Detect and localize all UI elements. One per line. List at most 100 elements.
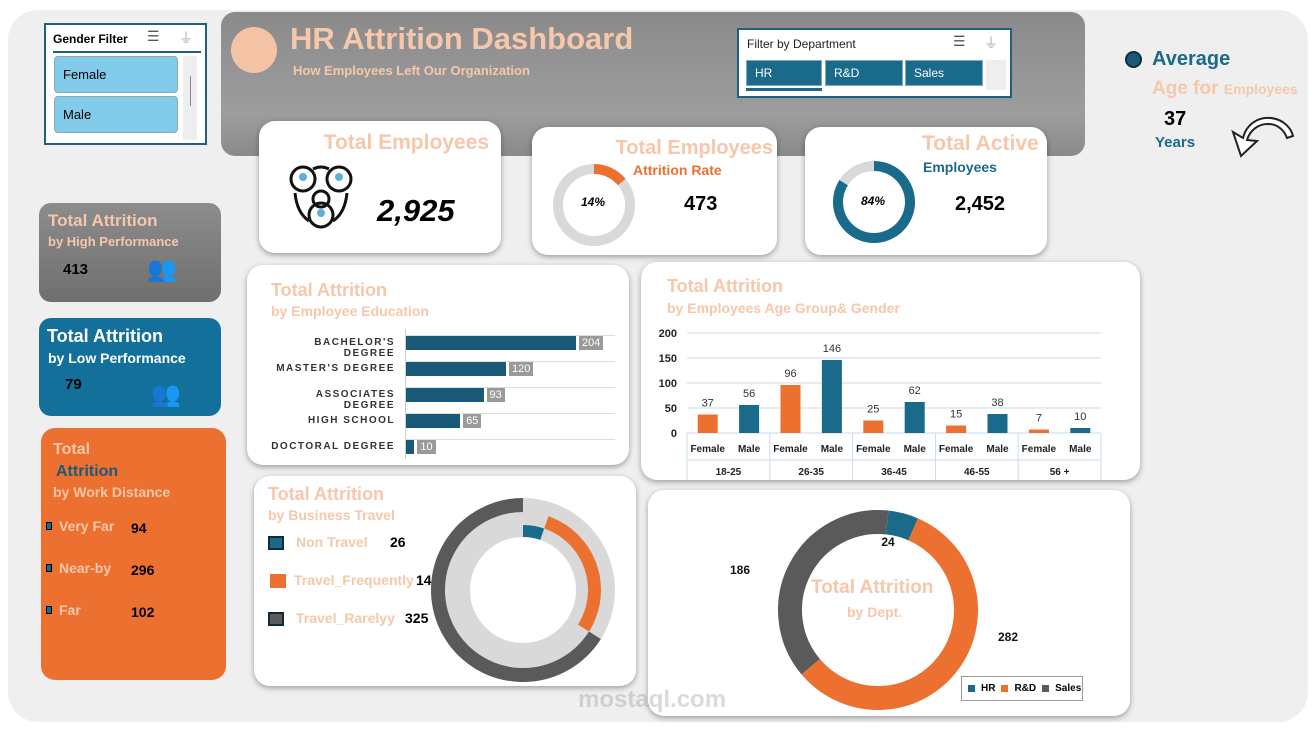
gender-label: Female — [856, 444, 891, 455]
card-title: Attrition — [56, 463, 119, 480]
kpi-subtitle: Attrition Rate — [633, 162, 722, 178]
bar — [821, 360, 842, 433]
kpi-title: Total Employees — [615, 137, 773, 159]
ring-segment — [543, 515, 602, 633]
chart-legend: HR R&D Sales — [961, 676, 1083, 701]
group-label: 18-25 — [716, 467, 742, 478]
bullet-icon — [46, 606, 52, 614]
department-option-hr[interactable]: HR — [746, 60, 822, 86]
donut-segment — [885, 510, 918, 541]
category-label: MASTER'S DEGREE — [276, 363, 395, 374]
group-label: 26-35 — [798, 467, 824, 478]
gender-label: Male — [1069, 444, 1092, 455]
card-subtitle: by High Performance — [48, 234, 179, 249]
gender-label: Female — [773, 444, 808, 455]
group-label: 46-55 — [964, 467, 990, 478]
multi-select-icon[interactable]: ☰ — [147, 28, 160, 44]
data-label: 186 — [730, 563, 750, 577]
legend-value: 325 — [405, 610, 429, 626]
slicer-scrollbar[interactable] — [986, 60, 1006, 90]
legend-swatch — [268, 612, 284, 626]
page-title: HR Attrition Dashboard — [290, 21, 634, 56]
legend-label: R&D — [1014, 683, 1037, 694]
slicer-scrollbar[interactable] — [183, 56, 197, 140]
chart-title: Total Attrition — [811, 577, 934, 598]
bar — [406, 336, 576, 350]
category-label: ASSOCIATES DEGREE — [315, 389, 395, 411]
department-option-sales[interactable]: Sales — [905, 60, 983, 86]
average-age-value: 37 — [1164, 108, 1187, 130]
gender-label: Female — [939, 444, 974, 455]
data-label: 15 — [950, 409, 962, 421]
data-label: 282 — [998, 630, 1018, 644]
bullet-icon — [1125, 51, 1142, 68]
data-label: 24 — [881, 535, 895, 549]
legend-label: Travel_Rarelyy — [296, 610, 395, 626]
card-title: Total Attrition — [47, 326, 163, 346]
kpi-attrition-rate-card: Total Employees Attrition Rate 14% 473 — [532, 127, 777, 255]
card-title: Total — [53, 441, 91, 458]
kpi-value: 473 — [684, 193, 718, 215]
bar — [780, 385, 801, 433]
data-label: 10 — [417, 440, 436, 454]
distance-value: 94 — [131, 520, 147, 536]
kpi-title: Total Employees — [323, 131, 489, 154]
data-label: 204 — [579, 336, 604, 350]
chart-subtitle: by Employee Education — [271, 303, 429, 319]
gender-option-female[interactable]: Female — [54, 56, 178, 93]
data-label: 10 — [1074, 411, 1086, 423]
chart-subtitle: by Business Travel — [268, 507, 395, 523]
legend-swatch — [1042, 685, 1050, 692]
data-label: 65 — [463, 414, 482, 428]
department-chart-card: 24 282 186 Total Attrition by Dept. HR R&D S… — [648, 490, 1130, 716]
people-group-icon: 👥 — [147, 256, 177, 283]
watermark: mostaql.com — [578, 686, 727, 713]
bullet-icon — [46, 522, 52, 530]
business-travel-ring-chart — [431, 498, 615, 682]
bar — [697, 414, 718, 433]
department-option-rd[interactable]: R&D — [825, 60, 903, 86]
legend-swatch — [1001, 685, 1009, 692]
bar — [946, 425, 967, 433]
multi-select-icon[interactable]: ☰ — [953, 33, 966, 49]
card-subtitle: by Low Performance — [48, 350, 186, 366]
gauge-fill — [593, 164, 626, 186]
distance-value: 102 — [131, 604, 155, 620]
high-performance-card: Total Attrition by High Performance 413 … — [39, 203, 221, 302]
clear-filter-icon[interactable]: ⏚ — [179, 30, 193, 46]
employees-label: Employees — [1223, 81, 1298, 97]
gender-label: Female — [1022, 444, 1057, 455]
header-circle-icon — [231, 27, 277, 73]
gridline — [405, 387, 615, 388]
axis-line — [405, 329, 406, 459]
card-subtitle: by Work Distance — [53, 484, 171, 500]
ring-track — [456, 523, 590, 657]
kpi-subtitle: Employees — [923, 159, 997, 175]
gridline — [405, 335, 615, 336]
data-label: 93 — [486, 388, 505, 402]
ring-segment — [522, 523, 545, 540]
y-tick-label: 200 — [659, 328, 677, 340]
page-subtitle: How Employees Left Our Organization — [293, 63, 530, 78]
gender-filter-slicer: Gender Filter ☰ ⏚ Female Male — [44, 23, 207, 145]
chart-title: Total Attrition — [271, 280, 387, 300]
distance-label: Near-by — [59, 560, 112, 576]
gender-label: Male — [904, 444, 927, 455]
kpi-total-employees-card: Total Employees 2,925 — [259, 121, 501, 253]
kpi-active-employees-card: Total Active Employees 84% 2,452 — [805, 127, 1047, 255]
legend-swatch — [268, 536, 284, 550]
legend-swatch — [270, 574, 286, 588]
bar — [739, 405, 760, 433]
department-filter-slicer: Filter by Department ☰ ⏚ HR R&D Sales — [737, 28, 1012, 98]
data-label: 56 — [743, 388, 755, 400]
gender-option-male[interactable]: Male — [54, 96, 178, 133]
gender-label: Male — [738, 444, 761, 455]
data-label: 38 — [991, 397, 1003, 409]
ring-segment — [431, 498, 601, 682]
data-label: 37 — [702, 398, 714, 410]
curved-arrow-icon — [1231, 116, 1295, 158]
bar — [406, 362, 506, 376]
clear-filter-icon[interactable]: ⏚ — [984, 35, 998, 51]
bar — [406, 414, 461, 428]
legend-label: Non Travel — [296, 534, 368, 550]
